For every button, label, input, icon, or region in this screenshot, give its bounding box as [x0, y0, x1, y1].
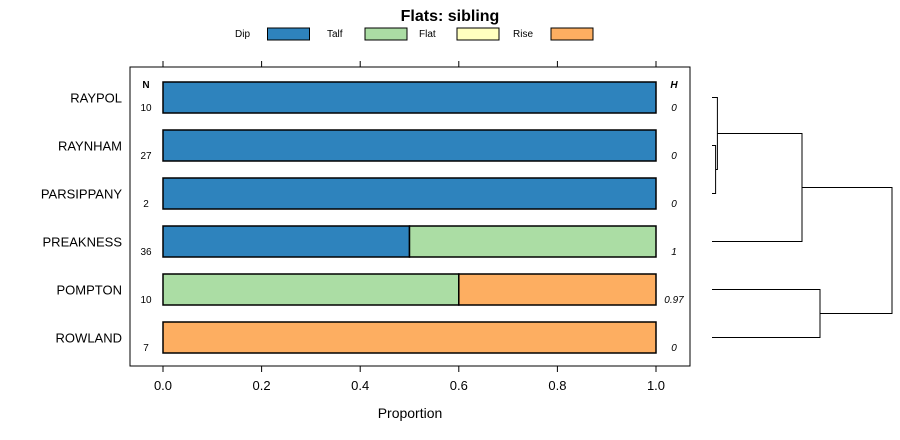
legend-swatch-rise [550, 27, 594, 41]
dendrogram-branch-3 [712, 289, 821, 338]
x-axis: 0.0 0.2 0.4 0.6 0.8 1.0 [154, 61, 665, 393]
category-label-raypol: RAYPOL [70, 91, 122, 106]
bar-raypol-dip [162, 81, 657, 114]
bar-pompton-talf [162, 273, 460, 306]
legend-label-rise: Rise [513, 29, 533, 40]
x-tick-label-2: 0.4 [351, 378, 369, 393]
category-label-rowland: ROWLAND [56, 331, 122, 346]
x-tick-label-5: 1.0 [647, 378, 665, 393]
x-tick-label-4: 0.8 [548, 378, 566, 393]
legend-label-talf: Talf [327, 29, 343, 40]
h-value-rowland: 0 [671, 343, 677, 354]
h-value-pompton: 0.97 [664, 295, 684, 306]
x-tick-label-1: 0.2 [253, 378, 271, 393]
x-tick-label-0: 0.0 [154, 378, 172, 393]
bar-pompton-rise [458, 273, 657, 306]
chart-title: Flats: sibling [401, 8, 500, 25]
bar-preakness-dip [162, 225, 411, 258]
dendrogram-branch-4 [802, 187, 893, 314]
n-value-raypol: 10 [140, 103, 152, 114]
legend: Dip Talf Flat Rise [235, 27, 594, 41]
bar-rowland-rise [162, 321, 657, 354]
h-value-raynham: 0 [671, 151, 677, 162]
legend-swatch-flat [456, 27, 500, 41]
legend-swatch-talf [364, 27, 408, 41]
n-value-raynham: 27 [140, 151, 152, 162]
bar-parsippany-dip [162, 177, 657, 210]
dendrogram-branch-1 [712, 97, 718, 170]
category-label-raynham: RAYNHAM [58, 139, 122, 154]
category-label-parsippany: PARSIPPANY [41, 187, 122, 202]
dendrogram [712, 97, 893, 338]
bar-raynham-dip [162, 129, 657, 162]
n-value-preakness: 36 [140, 247, 152, 258]
dendrogram-branch-2 [712, 133, 803, 242]
x-tick-label-3: 0.6 [450, 378, 468, 393]
h-value-parsippany: 0 [671, 199, 677, 210]
bar-preakness-talf [408, 225, 657, 258]
legend-swatch-dip [267, 27, 310, 41]
category-label-preakness: PREAKNESS [43, 235, 123, 250]
n-value-rowland: 7 [143, 343, 149, 354]
h-value-raypol: 0 [671, 103, 677, 114]
legend-label-dip: Dip [235, 29, 250, 40]
n-column-header: N [142, 80, 149, 91]
x-axis-title: Proportion [378, 405, 443, 421]
n-value-pompton: 10 [140, 295, 152, 306]
legend-label-flat: Flat [419, 29, 436, 40]
h-column-header: H [670, 80, 678, 91]
category-label-pompton: POMPTON [57, 283, 123, 298]
plot-frame [129, 66, 691, 367]
dendrogram-branch-0 [712, 145, 717, 194]
h-value-preakness: 1 [671, 247, 677, 258]
n-value-parsippany: 2 [143, 199, 149, 210]
